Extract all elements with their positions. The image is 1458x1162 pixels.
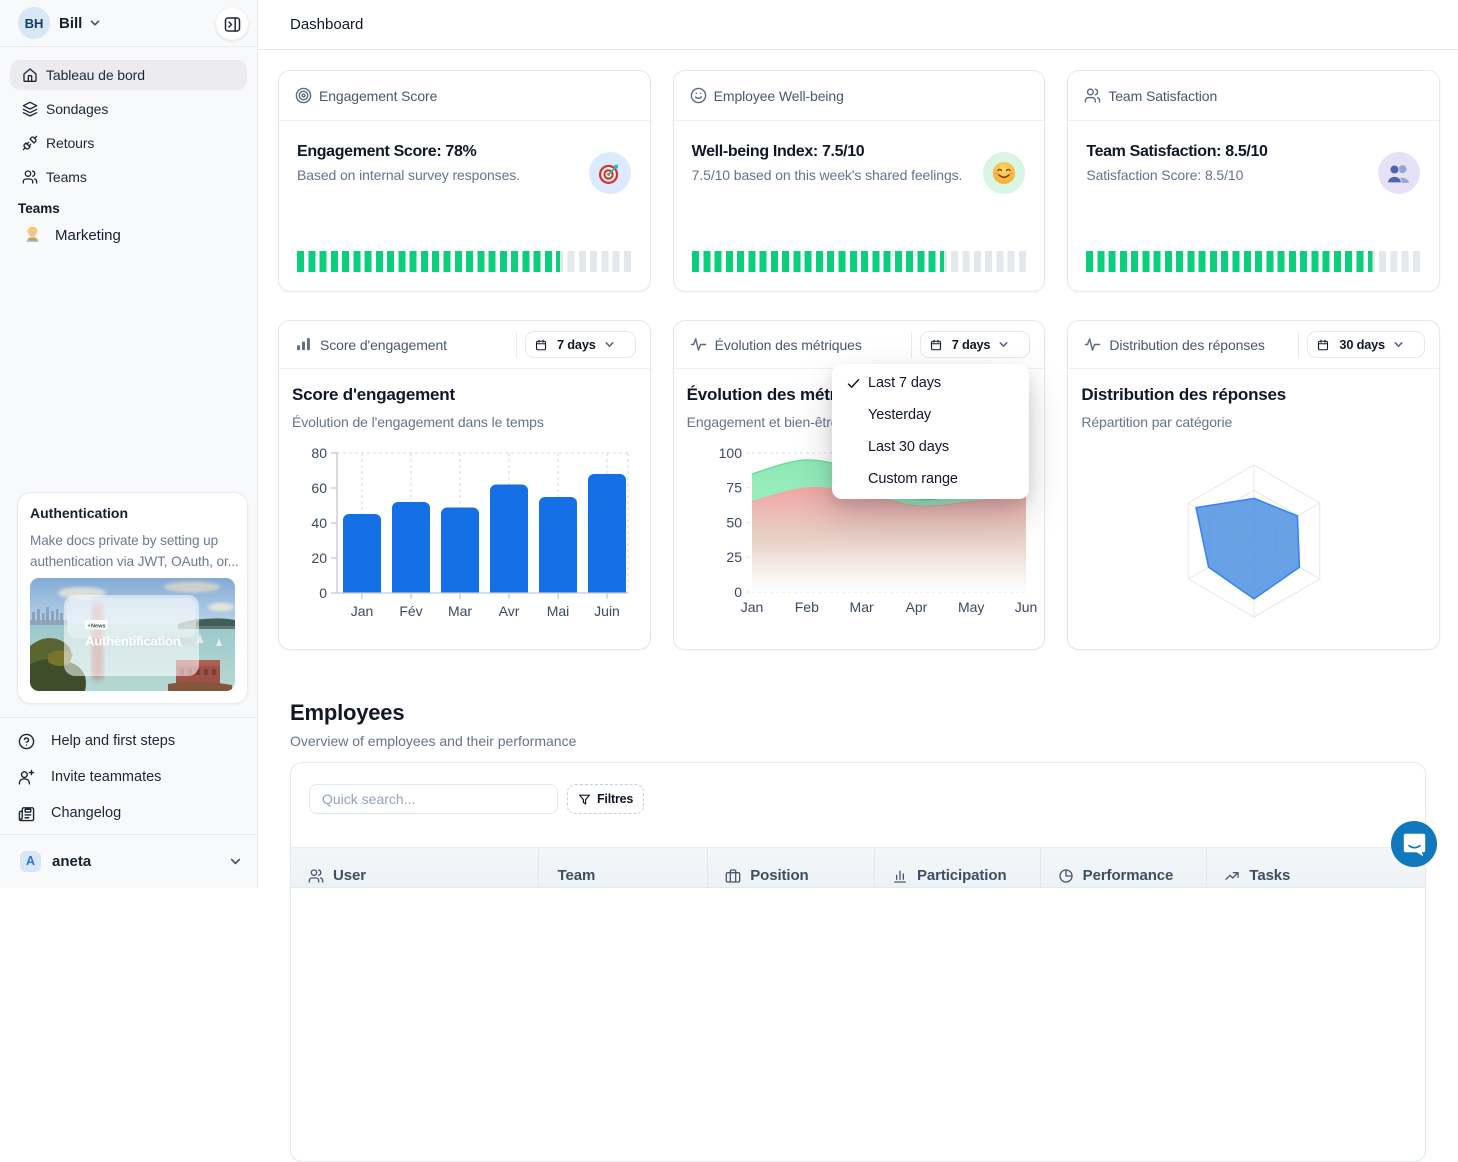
svg-text:Jan: Jan — [351, 603, 374, 619]
svg-text:News: News — [91, 623, 106, 629]
svg-text:Mar: Mar — [849, 599, 873, 615]
svg-text:Avr: Avr — [499, 603, 520, 619]
svg-text:60: 60 — [311, 480, 327, 496]
svg-text:0: 0 — [734, 584, 742, 600]
svg-text:25: 25 — [726, 549, 742, 565]
svg-text:Apr: Apr — [905, 599, 927, 615]
svg-text:100: 100 — [718, 446, 742, 461]
svg-text:May: May — [958, 599, 984, 615]
svg-text:80: 80 — [311, 446, 327, 461]
svg-text:Mar: Mar — [448, 603, 472, 619]
svg-text:+: + — [87, 623, 91, 630]
svg-text:Jun: Jun — [1014, 599, 1037, 615]
svg-text:Juin: Juin — [594, 603, 620, 619]
svg-text:Feb: Feb — [794, 599, 818, 615]
svg-text:75: 75 — [726, 480, 742, 496]
svg-text:Jan: Jan — [740, 599, 763, 615]
svg-text:40: 40 — [311, 515, 327, 531]
svg-text:50: 50 — [726, 515, 742, 531]
svg-text:Authentification: Authentification — [85, 634, 181, 649]
svg-text:0: 0 — [319, 585, 327, 601]
svg-text:20: 20 — [311, 550, 327, 566]
svg-text:Fév: Fév — [399, 603, 422, 619]
svg-text:Mai: Mai — [547, 603, 570, 619]
